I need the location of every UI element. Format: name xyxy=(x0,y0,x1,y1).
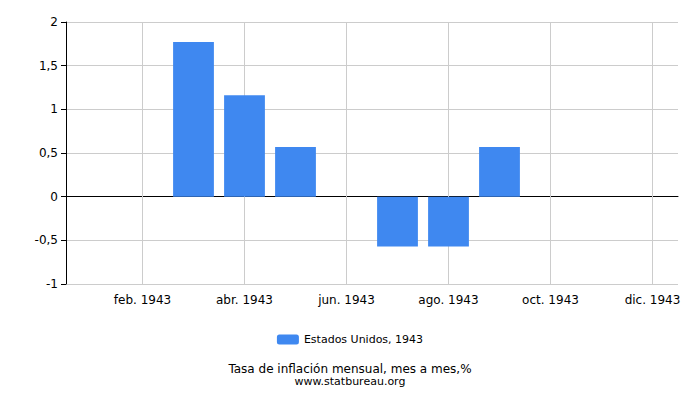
svg-text:1,5: 1,5 xyxy=(39,59,58,73)
svg-text:jun. 1943: jun. 1943 xyxy=(317,293,375,307)
svg-text:oct. 1943: oct. 1943 xyxy=(522,293,579,307)
svg-text:-0,5: -0,5 xyxy=(35,233,58,247)
svg-text:feb. 1943: feb. 1943 xyxy=(114,293,171,307)
svg-text:www.statbureau.org: www.statbureau.org xyxy=(295,375,406,388)
svg-text:dic. 1943: dic. 1943 xyxy=(625,293,681,307)
svg-text:Tasa de inflación mensual, mes: Tasa de inflación mensual, mes a mes,% xyxy=(227,362,471,376)
svg-text:ago. 1943: ago. 1943 xyxy=(418,293,478,307)
svg-text:Estados Unidos, 1943: Estados Unidos, 1943 xyxy=(304,333,423,346)
svg-text:2: 2 xyxy=(50,15,58,29)
svg-text:-1: -1 xyxy=(46,277,58,291)
svg-text:abr. 1943: abr. 1943 xyxy=(216,293,273,307)
svg-text:0,5: 0,5 xyxy=(39,146,58,160)
svg-text:1: 1 xyxy=(50,102,58,116)
svg-text:0: 0 xyxy=(50,190,58,204)
